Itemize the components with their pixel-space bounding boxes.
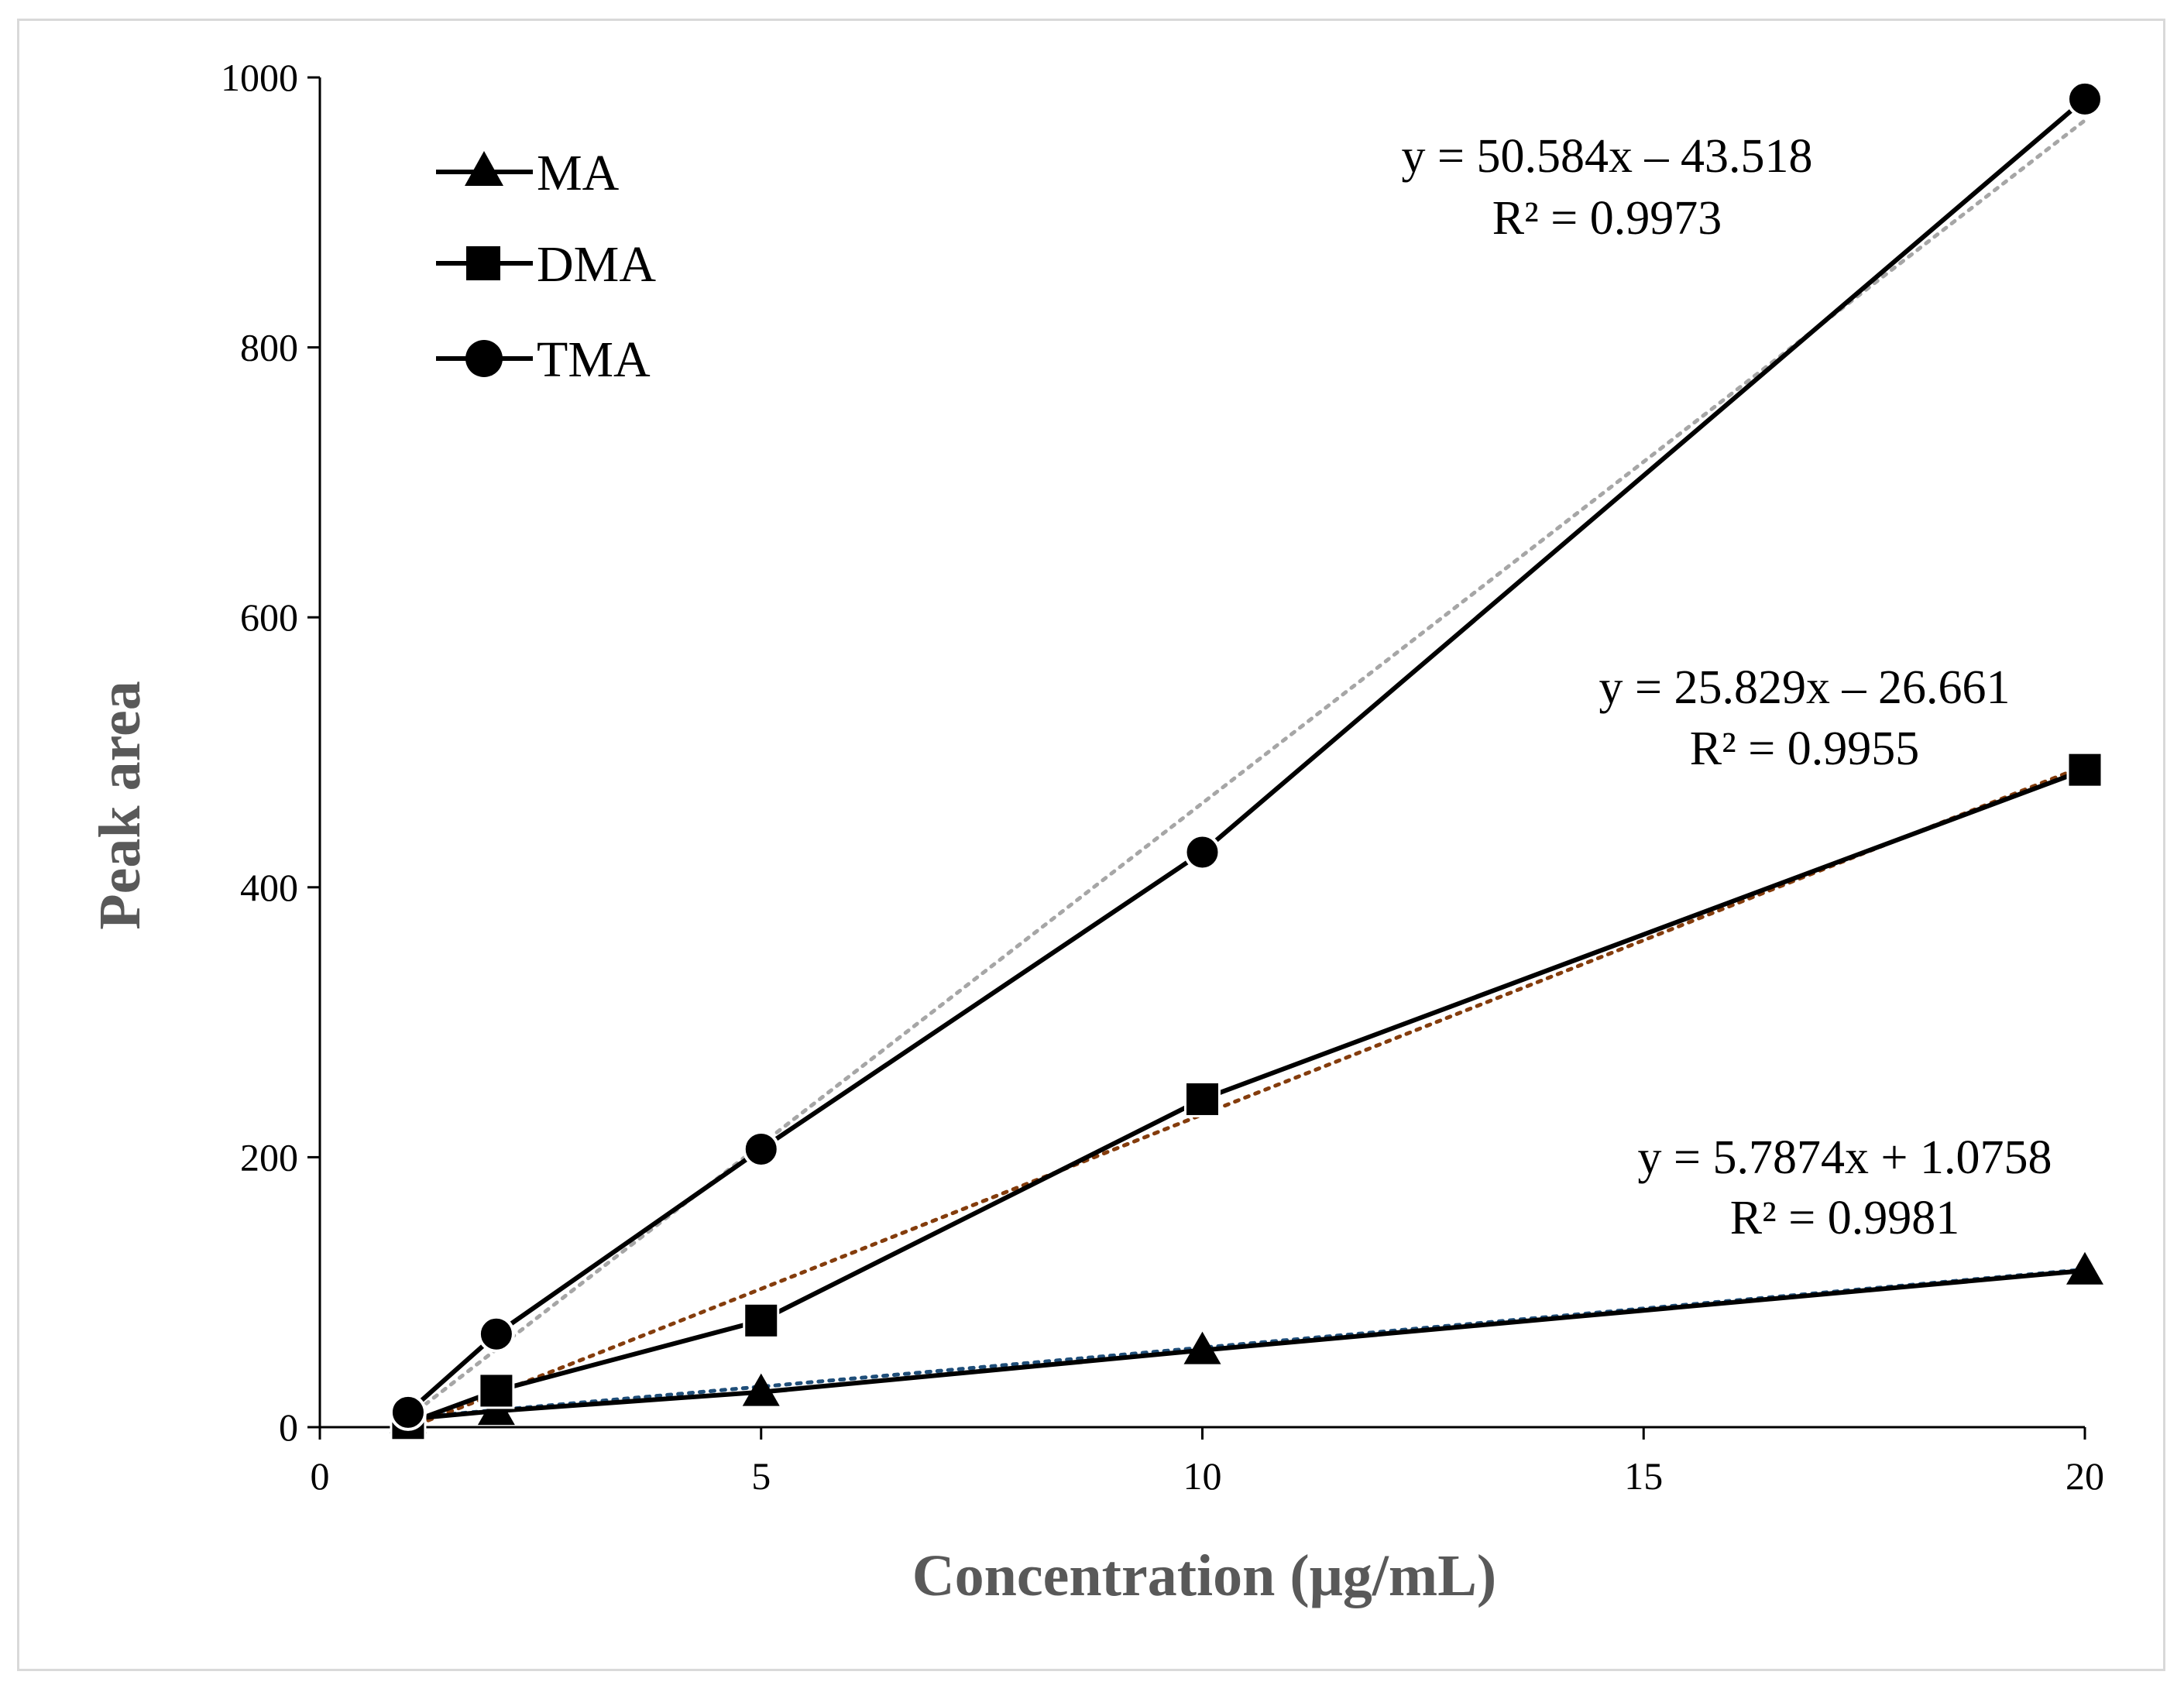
legend-ma-marker bbox=[465, 151, 503, 186]
x-tick-label: 10 bbox=[1183, 1454, 1222, 1498]
y-tick-label: 800 bbox=[240, 326, 298, 369]
chart-frame bbox=[17, 19, 2165, 1671]
dma-point bbox=[743, 1302, 780, 1339]
legend-tma-label: TMA bbox=[537, 331, 651, 388]
x-axis-label: Concentration (μg/mL) bbox=[912, 1543, 1496, 1608]
x-tick-label: 5 bbox=[751, 1454, 771, 1498]
legend-dma-label: DMA bbox=[537, 236, 656, 293]
tma-point bbox=[2066, 80, 2103, 118]
tma-point bbox=[742, 1130, 780, 1168]
tma-point bbox=[477, 1315, 515, 1353]
legend: MA DMA TMA bbox=[436, 145, 656, 388]
dma-equation: y = 25.829x – 26.661 bbox=[1599, 661, 2011, 714]
legend-dma-marker bbox=[466, 246, 500, 280]
tma-point bbox=[1183, 833, 1221, 871]
x-tick-label: 0 bbox=[311, 1454, 330, 1498]
ma-point bbox=[742, 1373, 780, 1406]
y-tick-label: 600 bbox=[240, 595, 298, 639]
legend-item-ma: MA bbox=[436, 145, 620, 201]
tma-r2: R² = 0.9973 bbox=[1492, 192, 1722, 245]
legend-tma-marker bbox=[465, 340, 503, 377]
ma-point bbox=[2066, 1251, 2103, 1285]
legend-item-tma: TMA bbox=[436, 331, 651, 388]
dma-point bbox=[2066, 751, 2103, 788]
dma-point bbox=[1184, 1080, 1221, 1117]
ma-point bbox=[1183, 1331, 1221, 1364]
x-tick-label: 20 bbox=[2066, 1454, 2104, 1498]
y-tick-label: 1000 bbox=[221, 56, 298, 99]
legend-ma-label: MA bbox=[537, 145, 620, 201]
dma-r2: R² = 0.9955 bbox=[1690, 722, 1919, 775]
y-tick-label: 400 bbox=[240, 866, 298, 909]
ma-equation: y = 5.7874x + 1.0758 bbox=[1638, 1131, 2052, 1184]
axes bbox=[307, 76, 2086, 1440]
series-markers bbox=[389, 80, 2103, 1442]
tma-point bbox=[389, 1393, 427, 1431]
legend-item-dma: DMA bbox=[436, 236, 656, 293]
dma-trendline bbox=[406, 764, 2087, 1430]
y-tick-label: 0 bbox=[279, 1405, 298, 1449]
tma-equation: y = 50.584x – 43.518 bbox=[1402, 130, 1813, 183]
y-axis-label: Peak area bbox=[88, 681, 153, 930]
x-tick-label: 15 bbox=[1624, 1454, 1663, 1498]
y-tick-label: 200 bbox=[240, 1135, 298, 1179]
dma-point bbox=[478, 1372, 515, 1409]
ma-r2: R² = 0.9981 bbox=[1730, 1192, 1959, 1244]
